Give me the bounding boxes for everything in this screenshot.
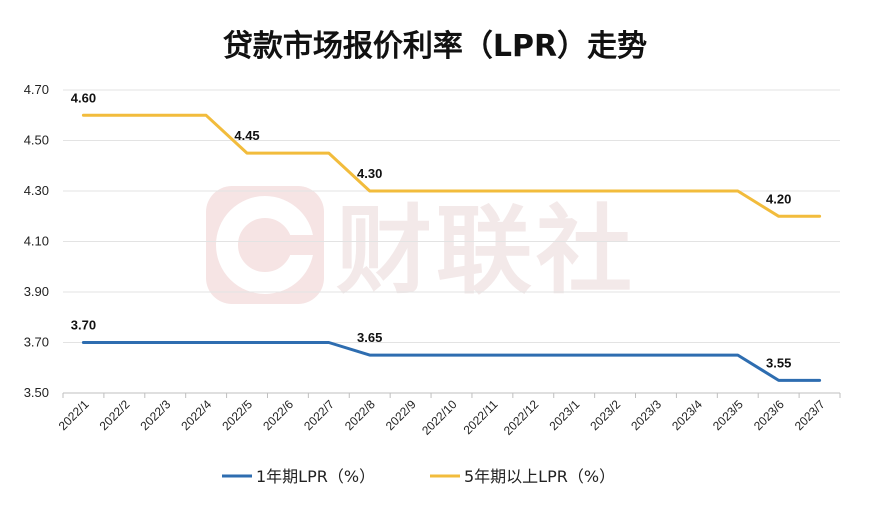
data-label: 4.30	[357, 166, 382, 181]
x-tick-label: 2022/3	[138, 397, 174, 433]
series-lines	[81, 113, 822, 382]
x-tick-label: 2022/9	[383, 397, 419, 433]
legend: 1年期LPR（%） 5年期以上LPR（%）	[222, 467, 615, 486]
data-labels: 3.70 3.65 3.55 4.60 4.45 4.30 4.20	[71, 90, 792, 370]
x-tick-label: 2022/12	[501, 397, 542, 438]
y-tick-label: 3.70	[24, 335, 49, 350]
x-tick-label: 2022/7	[301, 397, 337, 433]
y-tick-label: 4.50	[24, 133, 49, 148]
x-tick-label: 2023/2	[587, 397, 623, 433]
y-axis: 4.70 4.50 4.30 4.10 3.90 3.70 3.50	[24, 82, 49, 400]
x-axis: 2022/1 2022/2 2022/3 2022/4 2022/5 2022/6 2022…	[56, 393, 841, 438]
x-tick-label: 2023/5	[710, 397, 746, 433]
y-tick-label: 4.70	[24, 82, 49, 97]
x-tick-label: 2023/7	[792, 397, 828, 433]
series-line-1	[81, 341, 822, 382]
x-tick-label: 2023/3	[628, 397, 664, 433]
y-tick-label: 3.90	[24, 284, 49, 299]
gridlines	[63, 89, 840, 394]
x-tick-label: 2022/6	[260, 397, 296, 433]
y-tick-label: 3.50	[24, 385, 49, 400]
watermark: 财联社	[206, 186, 636, 307]
data-label: 3.55	[766, 355, 791, 370]
watermark-text: 财联社	[336, 195, 636, 307]
x-tick-label: 2022/11	[461, 397, 501, 437]
x-tick-label: 2022/10	[419, 397, 460, 438]
x-tick-label: 2022/1	[56, 397, 92, 433]
data-label: 3.70	[71, 318, 96, 333]
x-tick-label: 2022/4	[178, 397, 214, 433]
x-tick-label: 2022/2	[97, 397, 133, 433]
chart-title: 贷款市场报价利率（LPR）走势	[223, 29, 647, 64]
data-label: 3.65	[357, 330, 382, 345]
y-tick-label: 4.10	[24, 234, 49, 249]
x-tick-label: 2023/4	[669, 397, 705, 433]
legend-label: 1年期LPR（%）	[256, 467, 375, 486]
watermark-logo-gap	[275, 235, 315, 255]
x-tick-label: 2023/6	[751, 397, 787, 433]
data-label: 4.45	[234, 128, 259, 143]
x-tick-label: 2023/1	[546, 397, 582, 433]
y-tick-label: 4.30	[24, 183, 49, 198]
x-tick-label: 2022/8	[342, 397, 378, 433]
legend-label: 5年期以上LPR（%）	[464, 467, 615, 486]
data-label: 4.60	[71, 90, 96, 105]
series-line-2	[81, 113, 822, 218]
x-tick-label: 2022/5	[219, 397, 255, 433]
data-label: 4.20	[766, 191, 791, 206]
